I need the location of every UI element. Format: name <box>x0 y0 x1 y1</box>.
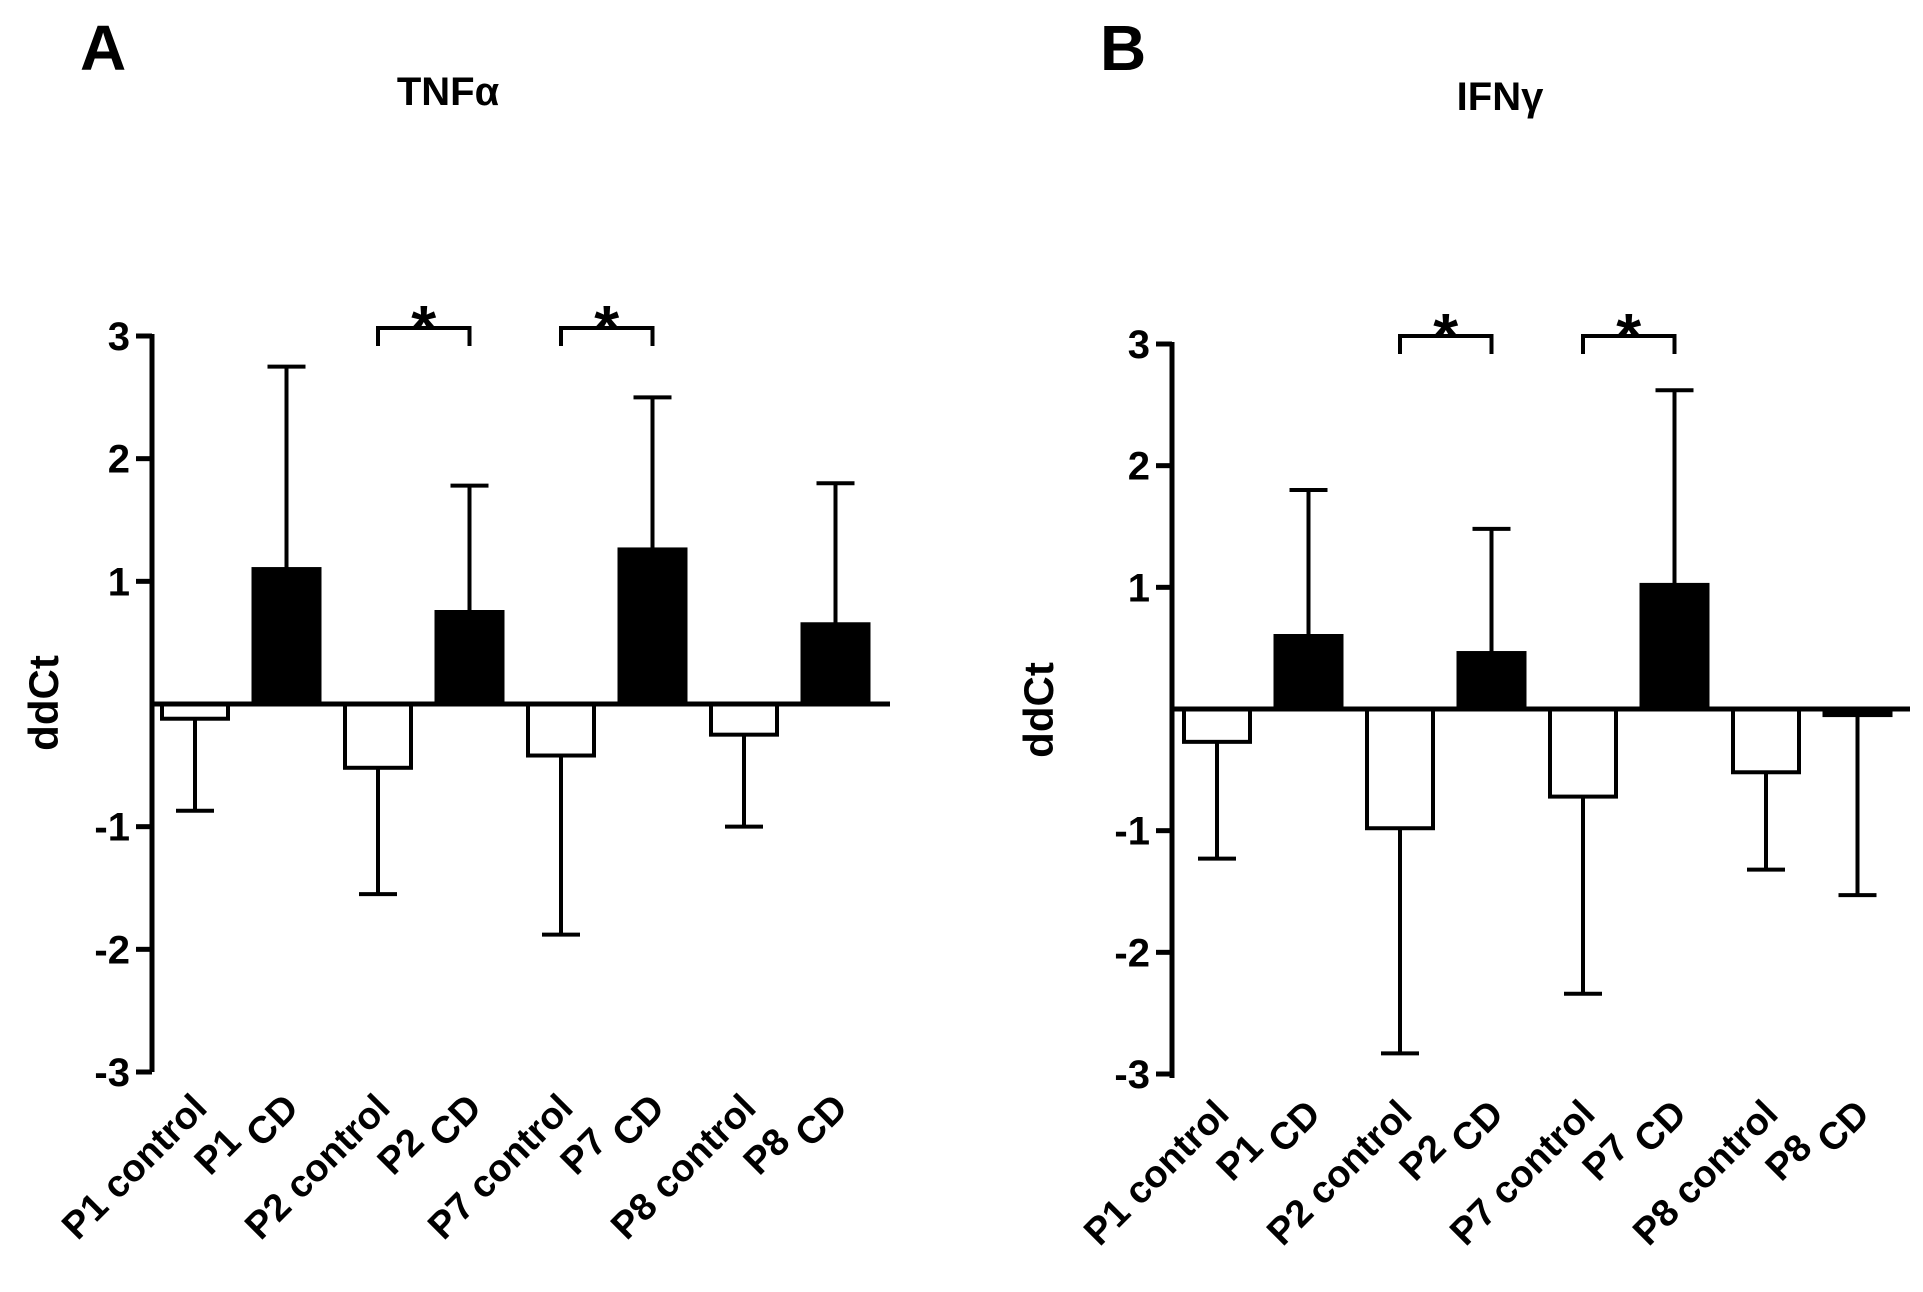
bar-control-3 <box>1365 707 1435 831</box>
x-tick-label-4: CD <box>1443 1093 1512 1162</box>
x-tick-label-line-1: CD <box>421 1087 490 1156</box>
y-tick-label: 2 <box>108 438 130 482</box>
x-tick-label-6: CD <box>604 1087 673 1156</box>
bar-cd-4 <box>434 610 505 706</box>
bar-control-3 <box>343 702 413 770</box>
panel-letter: A <box>80 12 126 84</box>
bar-control-5 <box>526 702 596 758</box>
x-tick-label-line-1: CD <box>1260 1093 1329 1162</box>
x-tick-label-line-1: P1 control <box>54 1087 215 1248</box>
x-tick-label-6: CD <box>1626 1093 1695 1162</box>
x-tick-label-8: CD <box>787 1087 856 1156</box>
significance-bracket-1 <box>376 326 472 346</box>
chart-title: IFNγ <box>1457 75 1544 119</box>
bar-cd-8 <box>800 622 871 706</box>
significance-bracket-1 <box>1398 334 1494 354</box>
bar-cd-6 <box>617 547 688 706</box>
bar-cd-6 <box>1639 582 1710 712</box>
x-tick-label-line-1: CD <box>604 1087 673 1156</box>
bar-cd-4 <box>1456 651 1527 711</box>
x-tick-label-line-1: CD <box>238 1087 307 1156</box>
x-tick-label-1: P1 controlP1 <box>1076 1093 1271 1288</box>
bar-control-7 <box>1731 707 1801 775</box>
y-tick-label: -2 <box>1114 931 1150 975</box>
significance-star-2: * <box>594 292 619 364</box>
y-tick-label: -1 <box>94 806 130 850</box>
significance-star-2: * <box>1616 300 1641 372</box>
x-tick-label-8: CD <box>1809 1093 1878 1162</box>
x-tick-label-1: P1 controlP1 <box>54 1087 249 1282</box>
y-tick-label: -2 <box>94 928 130 972</box>
significance-bracket-2 <box>559 326 655 346</box>
y-tick-label: -3 <box>94 1051 130 1095</box>
x-tick-label-2: CD <box>238 1087 307 1156</box>
y-axis-label: ddCt <box>1015 662 1062 758</box>
bar-control-1 <box>1182 707 1252 744</box>
x-tick-label-line-1: P1 control <box>1076 1093 1237 1254</box>
x-tick-label-4: CD <box>421 1087 490 1156</box>
bar-control-7 <box>709 702 779 737</box>
bar-control-5 <box>1548 707 1618 799</box>
y-tick-label: 3 <box>1128 323 1150 367</box>
significance-star-1: * <box>1433 300 1458 372</box>
x-tick-label-line-1: CD <box>1626 1093 1695 1162</box>
y-tick-label: -1 <box>1114 810 1150 854</box>
x-tick-label-line-1: CD <box>1809 1093 1878 1162</box>
significance-bracket-2 <box>1581 334 1677 354</box>
y-tick-label: 2 <box>1128 445 1150 489</box>
bar-cd-2 <box>1273 634 1344 711</box>
y-tick-label: 3 <box>108 315 130 359</box>
y-tick-label: -3 <box>1114 1053 1150 1097</box>
panel-letter: B <box>1100 12 1146 84</box>
x-tick-label-line-1: CD <box>1443 1093 1512 1162</box>
y-tick-label: 1 <box>1128 566 1150 610</box>
chart-title: TNFα <box>397 70 500 114</box>
y-tick-label: 1 <box>108 560 130 604</box>
significance-star-1: * <box>411 292 436 364</box>
x-tick-label-line-1: CD <box>787 1087 856 1156</box>
y-axis-label: ddCt <box>20 655 67 751</box>
bar-cd-2 <box>251 567 322 706</box>
x-tick-label-2: CD <box>1260 1093 1329 1162</box>
